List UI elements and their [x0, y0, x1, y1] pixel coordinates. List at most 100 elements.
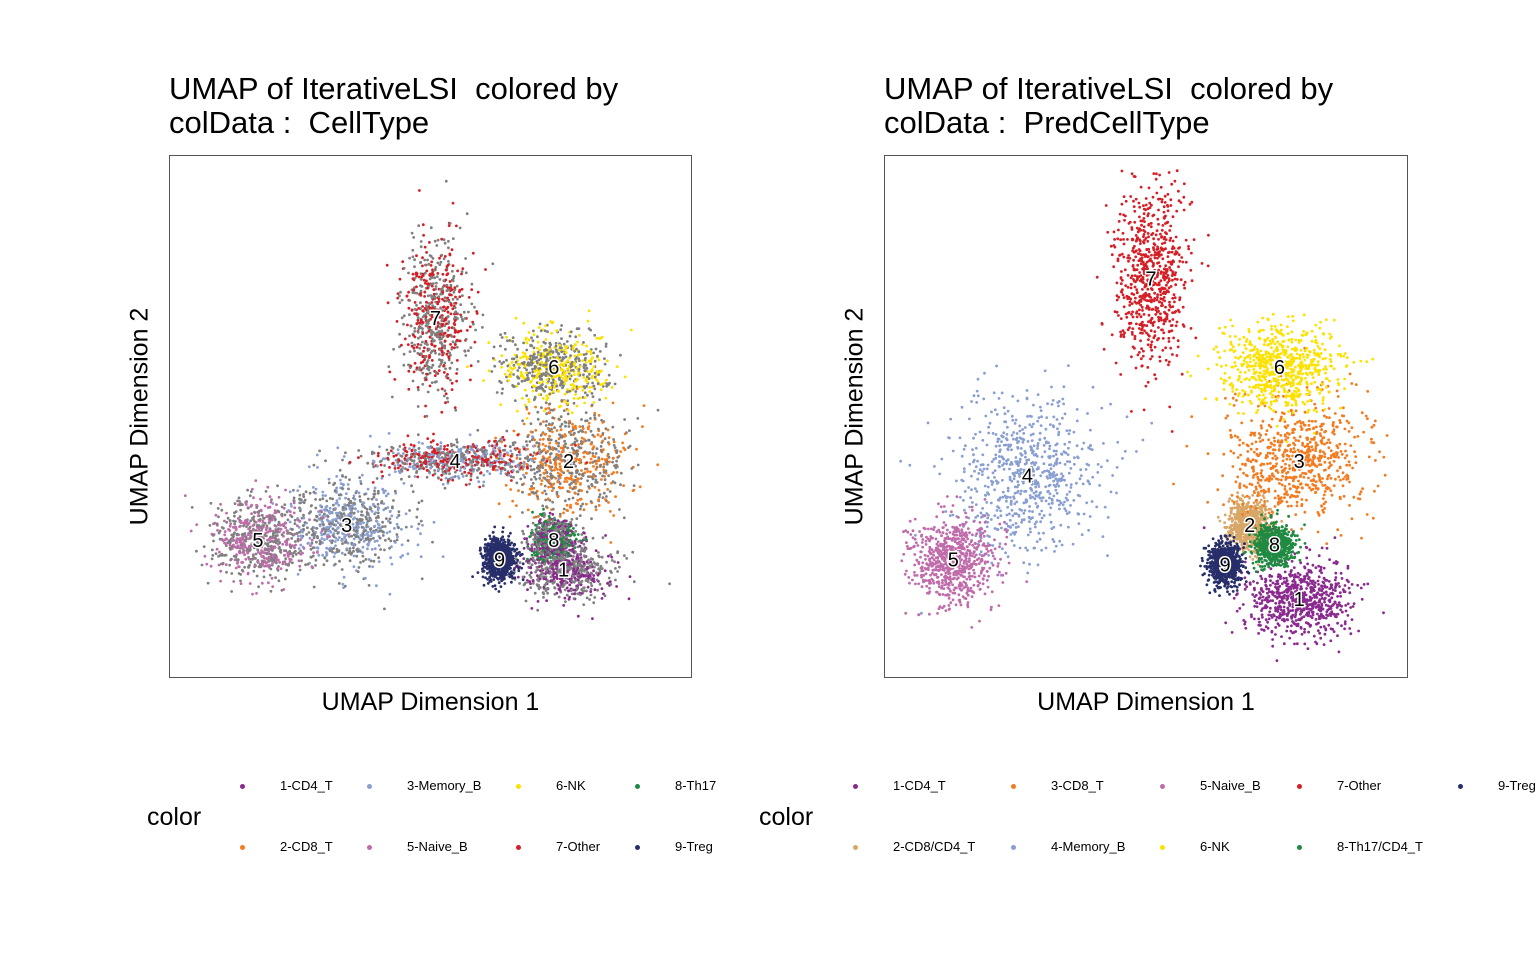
scatter-point	[566, 399, 570, 403]
scatter-point	[518, 457, 522, 461]
scatter-point	[549, 559, 553, 563]
scatter-point	[417, 501, 421, 504]
scatter-point	[412, 370, 416, 374]
scatter-point	[251, 524, 255, 528]
scatter-point	[401, 260, 405, 264]
scatter-point	[402, 314, 406, 318]
scatter-point	[333, 489, 337, 493]
scatter-point	[302, 495, 306, 498]
scatter-point	[383, 548, 386, 552]
scatter-point	[538, 381, 541, 385]
scatter-point	[577, 458, 581, 462]
scatter-point	[432, 349, 435, 353]
scatter-point	[510, 479, 513, 482]
scatter-point	[240, 568, 244, 572]
scatter-point	[417, 224, 421, 228]
scatter-point	[223, 519, 226, 523]
scatter-point	[597, 373, 600, 376]
scatter-point	[588, 565, 592, 569]
scatter-point	[541, 380, 545, 384]
scatter-point	[562, 450, 565, 453]
scatter-point	[552, 572, 556, 576]
scatter-point	[328, 497, 332, 500]
scatter-point	[292, 551, 296, 555]
scatter-point	[594, 478, 598, 482]
scatter-point	[312, 585, 316, 589]
scatter-point	[356, 510, 360, 513]
scatter-point	[419, 301, 422, 305]
scatter-point	[343, 503, 347, 507]
scatter-point	[569, 506, 573, 509]
scatter-point	[574, 424, 577, 428]
scatter-point	[239, 508, 243, 512]
scatter-point	[445, 469, 449, 473]
scatter-point	[454, 301, 458, 305]
scatter-point	[549, 353, 553, 356]
scatter-point	[439, 451, 443, 455]
scatter-point	[569, 433, 573, 437]
scatter-point	[544, 355, 548, 359]
scatter-point	[533, 352, 536, 356]
scatter-point	[601, 439, 605, 443]
scatter-point	[461, 294, 464, 297]
scatter-point	[228, 546, 232, 550]
scatter-point	[530, 487, 533, 491]
scatter-point	[537, 515, 540, 518]
scatter-point	[308, 518, 311, 522]
scatter-point	[591, 374, 594, 378]
scatter-point	[256, 510, 260, 514]
scatter-point	[219, 502, 222, 506]
scatter-point	[214, 552, 218, 555]
scatter-point	[282, 588, 286, 591]
scatter-point	[528, 371, 532, 375]
scatter-point	[556, 389, 560, 393]
scatter-point	[471, 448, 474, 451]
scatter-point	[530, 344, 534, 348]
scatter-point	[563, 420, 567, 424]
scatter-point	[371, 481, 375, 484]
scatter-point	[580, 489, 583, 493]
scatter-point	[616, 456, 620, 459]
scatter-point	[565, 379, 568, 382]
scatter-point	[414, 466, 418, 470]
scatter-point	[359, 519, 363, 523]
scatter-point	[415, 366, 419, 370]
scatter-point	[613, 382, 617, 386]
scatter-point	[419, 463, 423, 467]
scatter-point	[358, 495, 362, 498]
scatter-point	[530, 484, 533, 488]
scatter-point	[322, 563, 326, 567]
scatter-point	[535, 386, 539, 390]
scatter-point	[555, 329, 559, 333]
scatter-point	[598, 493, 602, 496]
scatter-point	[599, 463, 603, 467]
scatter-point	[569, 344, 573, 348]
scatter-point	[528, 440, 532, 443]
scatter-point	[503, 331, 507, 335]
scatter-point	[564, 424, 567, 428]
scatter-point	[286, 529, 289, 533]
scatter-point	[356, 570, 360, 574]
scatter-point	[407, 271, 410, 275]
scatter-point	[274, 534, 278, 537]
scatter-point	[475, 463, 479, 466]
scatter-point	[589, 352, 593, 356]
scatter-point	[355, 524, 358, 527]
scatter-point	[582, 451, 585, 454]
scatter-point	[302, 527, 305, 531]
scatter-point	[429, 452, 433, 456]
scatter-point	[595, 462, 598, 466]
scatter-point	[601, 383, 604, 386]
scatter-point	[299, 534, 303, 538]
scatter-point	[603, 362, 607, 366]
scatter-point	[567, 370, 570, 373]
scatter-point	[532, 467, 536, 471]
scatter-point	[540, 479, 544, 482]
scatter-point	[366, 487, 370, 491]
scatter-point	[535, 346, 539, 350]
scatter-point	[540, 567, 544, 571]
scatter-point	[582, 562, 586, 565]
scatter-point	[296, 539, 300, 543]
scatter-point	[500, 438, 504, 441]
scatter-point	[456, 465, 460, 468]
